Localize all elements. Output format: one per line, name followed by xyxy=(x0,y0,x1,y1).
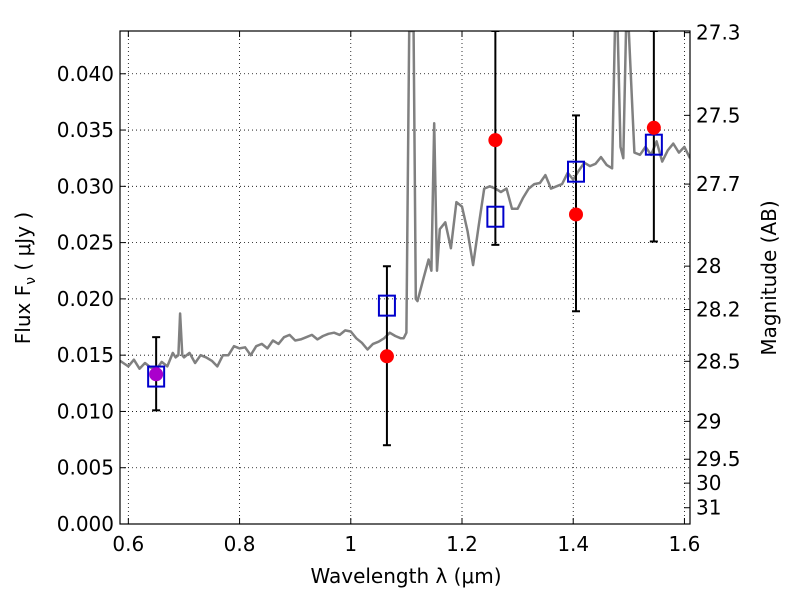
right-tick-label: 30 xyxy=(696,471,721,495)
right-tick-label: 28 xyxy=(696,254,721,278)
right-tick-label: 27.3 xyxy=(696,21,741,45)
error-bars xyxy=(152,31,658,447)
y-axis-label-unit: ( μJy ) xyxy=(11,212,35,277)
spectrum-line xyxy=(120,31,690,372)
right-tick-label: 31 xyxy=(696,496,721,520)
y-tick-label: 0.035 xyxy=(57,118,114,142)
model-photometry-point xyxy=(377,294,396,317)
model-photometry-point xyxy=(147,365,166,388)
observed-flux-point xyxy=(379,349,394,364)
y-axis-left: 0.000 0.005 0.010 0.015 0.020 0.025 0.030 0.035… xyxy=(57,62,126,536)
right-tick-label: 27.5 xyxy=(696,103,741,127)
y-axis-label: Flux Fν ( μJy ) xyxy=(11,212,39,344)
right-tick-label: 28.5 xyxy=(696,349,741,373)
x-tick-label: 1.4 xyxy=(557,532,589,556)
y-tick-label: 0.030 xyxy=(57,174,114,198)
y-tick-label: 0.010 xyxy=(57,399,114,423)
x-axis: 0.6 0.8 1 1.2 1.4 1.6 xyxy=(112,31,700,556)
observed-flux-point xyxy=(488,133,503,148)
x-tick-label: 0.8 xyxy=(224,532,256,556)
model-photometry-point xyxy=(567,160,585,183)
y-axis-label-main: Flux F xyxy=(11,285,35,344)
right-tick-label: 27.7 xyxy=(696,172,741,196)
plot-frame xyxy=(119,30,691,525)
right-tick-label: 29 xyxy=(696,409,721,433)
model-photometry-series xyxy=(147,133,663,388)
x-tick-label: 1 xyxy=(344,532,357,556)
y-tick-label: 0.015 xyxy=(57,343,114,367)
y-tick-label: 0.005 xyxy=(57,456,114,480)
y-tick-label: 0.025 xyxy=(57,231,114,255)
observed-flux-point xyxy=(149,367,164,382)
x-tick-label: 1.2 xyxy=(446,532,478,556)
right-tick-label: 28.2 xyxy=(696,298,741,322)
y-tick-label: 0.040 xyxy=(57,62,114,86)
right-tick-label: 29.5 xyxy=(696,447,741,471)
right-axis-label: Magnitude (AB) xyxy=(757,200,781,355)
x-tick-label: 1.6 xyxy=(669,532,701,556)
observed-flux-point xyxy=(569,207,583,222)
y-axis-label-sub: ν xyxy=(23,277,39,285)
model-photometry-point xyxy=(486,205,505,228)
spectrum-series xyxy=(120,31,690,372)
y-tick-label: 0.020 xyxy=(57,287,114,311)
grid xyxy=(120,31,690,525)
x-tick-label: 0.6 xyxy=(112,532,144,556)
observed-flux-point xyxy=(646,120,661,135)
x-axis-label: Wavelength λ (μm) xyxy=(310,564,501,588)
observed-flux-series xyxy=(149,120,661,382)
y-tick-label: 0.000 xyxy=(57,512,114,536)
